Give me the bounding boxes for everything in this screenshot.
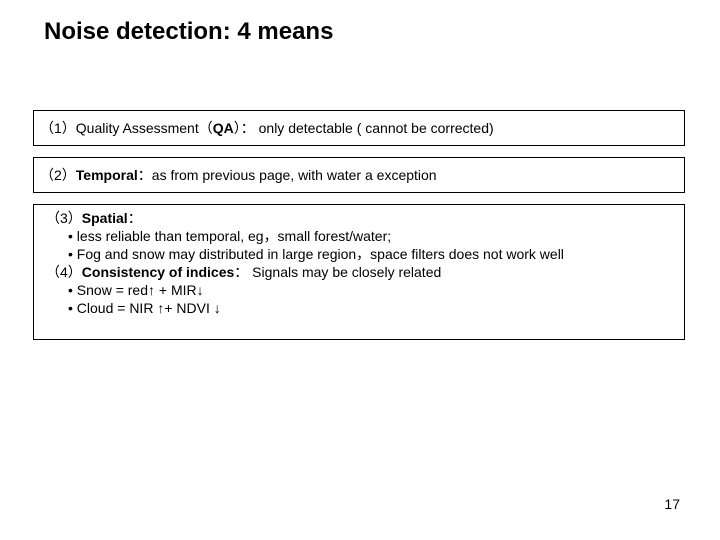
item-2-suffix: ：as from previous page, with water a exc…: [138, 167, 437, 183]
item-3-suffix: ：: [128, 210, 142, 226]
item-4: （4）Consistency of indices： Signals may b…: [40, 263, 678, 281]
item-1: （1）Quality Assessment（QA）： only detectab…: [34, 111, 684, 137]
item-2-bold: Temporal: [76, 167, 138, 183]
item-1-prefix: （1）Quality Assessment（: [40, 120, 213, 136]
item-1-suffix: ）： only detectable ( cannot be corrected…: [234, 120, 494, 136]
item-2-box: （2）Temporal：as from previous page, with …: [33, 157, 685, 193]
item-3: （3）Spatial：: [40, 209, 678, 227]
item-2-prefix: （2）: [40, 167, 76, 183]
slide-title: Noise detection: 4 means: [44, 18, 333, 46]
item-2: （2）Temporal：as from previous page, with …: [34, 158, 684, 184]
item-4-suffix: ： Signals may be closely related: [234, 264, 441, 280]
item-3-prefix: （3）: [46, 210, 82, 226]
item-3-bullet-1: • less reliable than temporal, eg，small …: [40, 227, 678, 245]
item-3-4-content: （3）Spatial： • less reliable than tempora…: [34, 205, 684, 323]
item-4-prefix: （4）: [46, 264, 82, 280]
item-1-bold: QA: [213, 120, 234, 136]
item-3-4-box: （3）Spatial： • less reliable than tempora…: [33, 204, 685, 340]
item-1-box: （1）Quality Assessment（QA）： only detectab…: [33, 110, 685, 146]
page-number: 17: [664, 496, 680, 512]
item-3-bold: Spatial: [82, 210, 128, 226]
slide: Noise detection: 4 means （1）Quality Asse…: [0, 0, 720, 540]
item-4-bullet-1: • Snow = red↑ + MIR↓: [40, 281, 678, 299]
item-3-bullet-2: • Fog and snow may distributed in large …: [40, 245, 678, 263]
item-4-bullet-2: • Cloud = NIR ↑+ NDVI ↓: [40, 299, 678, 317]
item-4-bold: Consistency of indices: [82, 264, 234, 280]
